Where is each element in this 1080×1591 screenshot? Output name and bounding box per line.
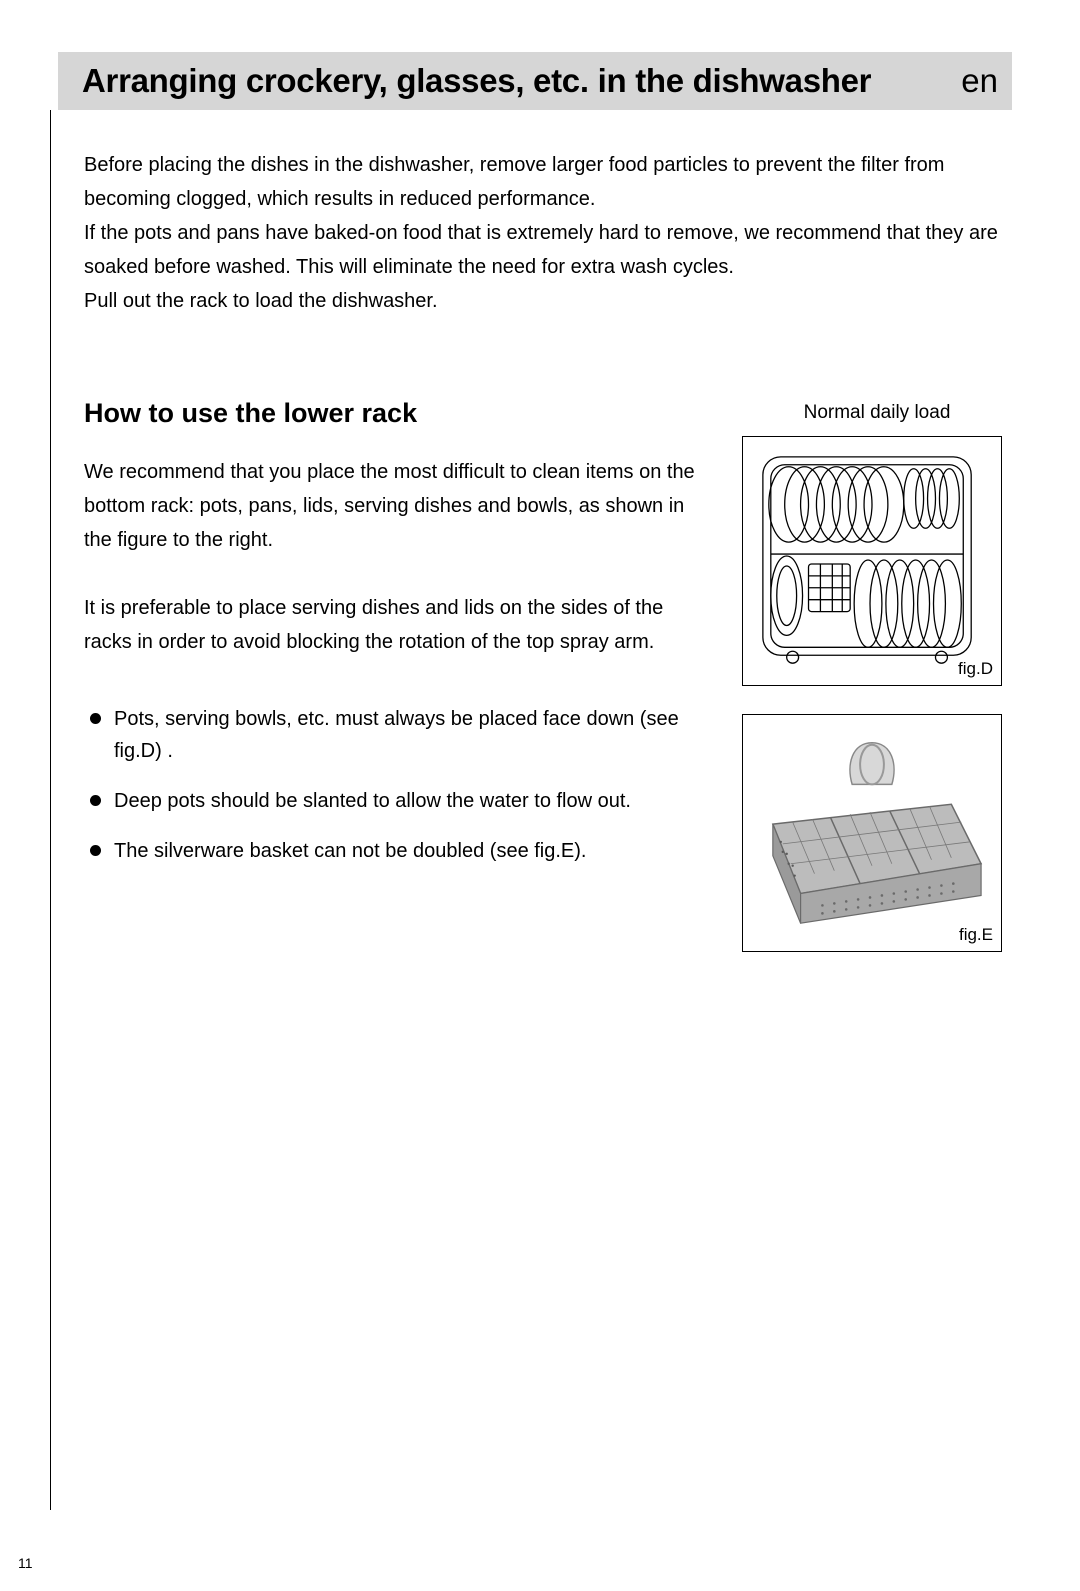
right-column: Normal daily load <box>742 398 1012 952</box>
figure-e: fig.E <box>742 714 1002 952</box>
content-area: Before placing the dishes in the dishwas… <box>50 110 1012 1510</box>
figure-caption: Normal daily load <box>742 402 1012 424</box>
left-column: How to use the lower rack We recommend t… <box>84 398 714 952</box>
list-item: The silverware basket can not be doubled… <box>84 835 714 867</box>
section-row: How to use the lower rack We recommend t… <box>84 398 1012 952</box>
intro-p3: Pull out the rack to load the dishwasher… <box>84 284 1012 318</box>
section-p2: It is preferable to place serving dishes… <box>84 591 714 659</box>
figure-label: fig.D <box>958 659 993 679</box>
page-frame: Arranging crockery, glasses, etc. in the… <box>58 52 1012 1510</box>
rack-diagram-icon <box>743 437 1001 685</box>
section-p1: We recommend that you place the most dif… <box>84 455 714 557</box>
intro-p2: If the pots and pans have baked-on food … <box>84 216 1012 284</box>
language-indicator: en <box>961 62 1004 100</box>
figure-label: fig.E <box>959 925 993 945</box>
section-heading: How to use the lower rack <box>84 398 714 429</box>
list-item: Deep pots should be slanted to allow the… <box>84 785 714 817</box>
intro-p1: Before placing the dishes in the dishwas… <box>84 148 1012 216</box>
header-bar: Arranging crockery, glasses, etc. in the… <box>58 52 1012 110</box>
list-item: Pots, serving bowls, etc. must always be… <box>84 703 714 767</box>
bullet-list: Pots, serving bowls, etc. must always be… <box>84 703 714 867</box>
page-number: 11 <box>18 1555 33 1571</box>
intro-block: Before placing the dishes in the dishwas… <box>84 148 1012 318</box>
silverware-basket-icon <box>743 715 1001 951</box>
figure-d: fig.D <box>742 436 1002 686</box>
page-title: Arranging crockery, glasses, etc. in the… <box>82 62 871 100</box>
